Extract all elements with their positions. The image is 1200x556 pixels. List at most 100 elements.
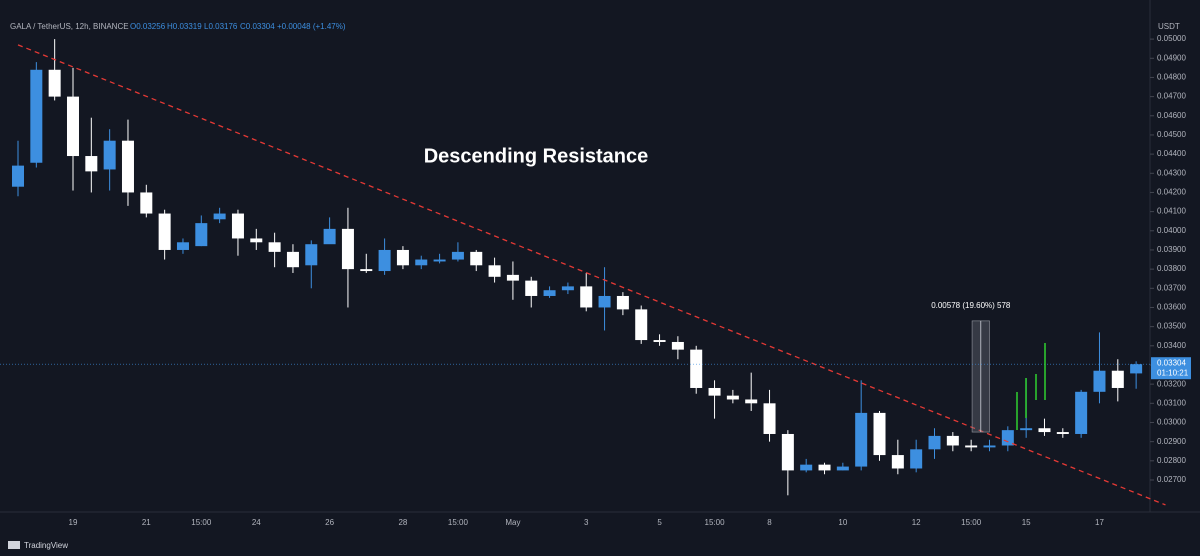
countdown: 01:10:21: [1157, 368, 1189, 377]
y-tick-label: 0.03100: [1157, 398, 1186, 407]
x-tick-label: 17: [1095, 518, 1104, 527]
candle-body: [121, 140, 134, 193]
x-tick-label: 12: [912, 518, 921, 527]
y-tick-label: 0.04200: [1157, 188, 1186, 197]
annotation: Descending Resistance: [424, 145, 649, 167]
y-tick-label: 0.03600: [1157, 303, 1186, 312]
ohlc-low: L0.03176: [204, 22, 238, 31]
candle-body: [378, 249, 391, 272]
y-tick-label: 0.05000: [1157, 34, 1186, 43]
plot: 0.02700 0.02800 0.02900 0.03000 0.03100 0.032…: [0, 34, 1191, 527]
candle-body: [928, 435, 941, 450]
candle-body: [85, 156, 98, 172]
candle-body: [213, 213, 226, 220]
candle-body: [561, 286, 574, 291]
candle-body: [1075, 391, 1088, 434]
candle-body: [1056, 432, 1069, 434]
y-tick-label: 0.03700: [1157, 283, 1186, 292]
y-tick-label: 0.02900: [1157, 437, 1186, 446]
x-tick-label: 28: [398, 518, 407, 527]
candle-body: [690, 349, 703, 388]
candle-body: [525, 280, 538, 296]
drawn-lines: [1016, 343, 1046, 430]
y-tick-label: 0.04300: [1157, 168, 1186, 177]
candle-body: [836, 466, 849, 471]
y-tick-label: 0.03000: [1157, 418, 1186, 427]
candle-body: [30, 69, 43, 163]
candle-body: [781, 433, 794, 471]
candle-body: [543, 290, 556, 296]
ohlc-high: H0.03319: [167, 22, 202, 31]
candle-body: [140, 192, 153, 214]
candle-body: [616, 295, 629, 310]
candle-body: [48, 69, 61, 97]
y-tick-label: 0.03500: [1157, 322, 1186, 331]
candle-body: [946, 435, 959, 446]
price-label: 0.03304: [1157, 358, 1186, 367]
y-tick-label: 0.02700: [1157, 475, 1186, 484]
candle-body: [983, 445, 996, 448]
candle-body: [341, 228, 354, 270]
candle-body: [1093, 370, 1106, 392]
candle-body: [1130, 364, 1143, 374]
candle-body: [910, 449, 923, 469]
x-tick-label: 5: [657, 518, 662, 527]
candle-body: [965, 445, 978, 448]
candle-body: [580, 286, 593, 308]
y-tick-label: 0.04800: [1157, 73, 1186, 82]
candle-body: [488, 265, 501, 277]
measure-label: 0.00578 (19.60%) 578: [931, 301, 1011, 310]
candle-body: [763, 403, 776, 434]
symbol: GALA / TetherUS, 12h, BINANCE: [10, 22, 129, 31]
x-tick-label: 26: [325, 518, 334, 527]
x-tick-label: 15:00: [705, 518, 726, 527]
currency: USDT: [1158, 22, 1180, 31]
price-label-box: [1151, 357, 1191, 380]
candle-body: [323, 228, 336, 245]
candle-body: [396, 249, 409, 266]
candle-body: [158, 213, 171, 250]
candle-body: [1020, 428, 1033, 431]
ohlc-change: +0.00048 (+1.47%): [277, 22, 346, 31]
candle-body: [12, 165, 24, 187]
candle-body: [470, 251, 483, 266]
y-tick-label: 0.04000: [1157, 226, 1186, 235]
candle-body: [800, 464, 813, 471]
x-tick-label: 19: [69, 518, 78, 527]
y-tick-label: 0.03200: [1157, 379, 1186, 388]
logo: [8, 541, 20, 549]
candle-body: [195, 223, 208, 247]
y-tick-label: 0.04400: [1157, 149, 1186, 158]
candle-body: [506, 274, 519, 281]
candle-body: [653, 340, 666, 342]
candle-body: [433, 259, 446, 262]
x-tick-label: May: [505, 518, 520, 527]
y-tick-label: 0.04600: [1157, 111, 1186, 120]
x-tick-label: 15: [1022, 518, 1031, 527]
x-tick-label: 15:00: [191, 518, 212, 527]
x-tick-label: 21: [142, 518, 151, 527]
candle-body: [745, 399, 758, 404]
x-tick-label: 3: [584, 518, 589, 527]
trendline: [17, 44, 1166, 506]
x-tick-label: 10: [838, 518, 847, 527]
candle-body: [726, 395, 739, 400]
candle-body: [873, 412, 886, 456]
candle-body: [598, 295, 611, 308]
x-tick-label: 15:00: [961, 518, 982, 527]
y-tick-label: 0.04700: [1157, 92, 1186, 101]
candle-body: [635, 309, 648, 341]
candle-body: [176, 242, 189, 250]
y-tick-label: 0.04100: [1157, 207, 1186, 216]
y-tick-label: 0.04900: [1157, 53, 1186, 62]
candle-body: [1038, 428, 1051, 433]
ohlc-open: O0.03256: [130, 22, 166, 31]
x-tick-label: 8: [767, 518, 772, 527]
candle-body: [891, 455, 904, 469]
candle-body: [818, 464, 831, 471]
candle-body: [671, 341, 684, 350]
ohlc-close: C0.03304: [240, 22, 275, 31]
candle-body: [451, 251, 464, 260]
